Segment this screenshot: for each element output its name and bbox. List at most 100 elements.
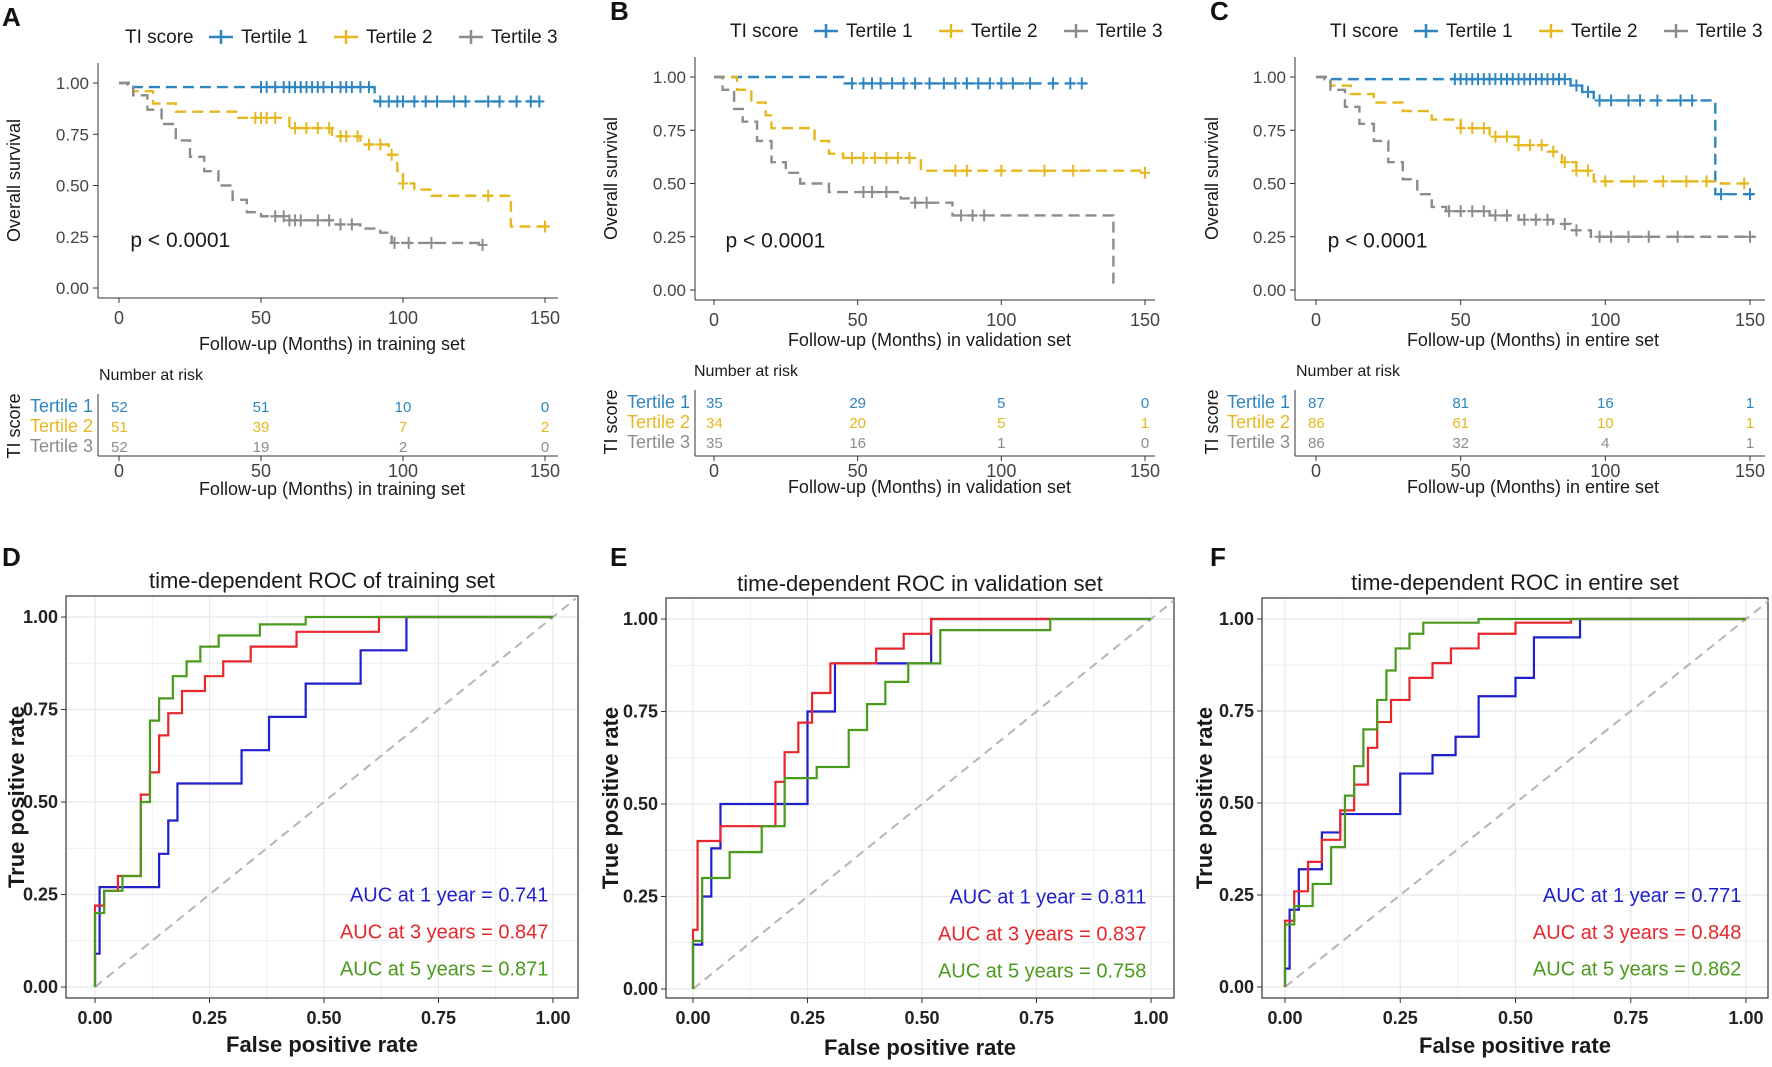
risk-count: 5 [997,395,1005,412]
y-axis-label: Overall survival [601,117,621,240]
risk-count: 10 [395,399,412,416]
roc-curve-3 [1283,617,1746,987]
legend: TI score Tertile 1 Tertile 2 Tertile 3 [1330,21,1763,42]
risk-x-tick-label: 50 [1451,461,1471,481]
legend-title: TI score [730,21,799,42]
risk-count: 0 [1141,435,1149,452]
x-tick-label: 0.50 [904,1008,939,1028]
x-axis-label: Follow-up (Months) in training set [199,334,465,354]
y-tick-label: 0.25 [1219,885,1254,905]
risk-count: 1 [1746,395,1754,412]
x-axis-label: Follow-up (Months) in validation set [788,330,1071,350]
auc-label: AUC at 5 years = 0.758 [938,961,1146,983]
risk-count: 35 [706,435,723,452]
y-tick-label: 0.50 [1219,793,1254,813]
x-tick-label: 150 [530,308,560,328]
y-axis-label: True positive rate [4,706,29,888]
risk-y-axis-label: TI score [4,393,24,458]
x-tick-label: 0.00 [77,1008,112,1028]
axes: 0.00 0.25 0.50 0.75 1.00 0 50 100 150 Follow-up (… [601,57,1160,350]
y-tick-label: 0.00 [623,979,658,999]
roc-curve-3 [691,617,1151,989]
risk-count: 39 [253,419,270,436]
risk-row-label: Tertile 2 [1227,412,1290,432]
x-tick-label: 50 [251,308,271,328]
survival-panel-b: BTI score Tertile 1 Tertile 2 Tertile 30.00… [601,0,1163,497]
risk-x-tick-label: 0 [1311,461,1321,481]
survival-panel-a: ATI score Tertile 1 Tertile 2 Tertile 30.00… [2,2,560,499]
y-tick-label: 1.00 [653,68,686,87]
x-axis-label: False positive rate [1419,1033,1611,1058]
p-value: p < 0.0001 [130,229,230,252]
y-axis-label: True positive rate [1192,707,1217,889]
risk-count: 86 [1308,415,1325,432]
risk-count: 34 [706,415,723,432]
series-1 [119,81,545,108]
legend: TI score Tertile 1 Tertile 2 Tertile 3 [125,27,558,48]
x-tick-label: 50 [1451,310,1471,330]
legend-entry: Tertile 1 [241,27,308,48]
risk-table-title: Number at risk [99,367,204,384]
y-axis-label: Overall survival [4,119,24,242]
x-tick-label: 0.00 [675,1008,710,1028]
risk-row-label: Tertile 2 [30,416,93,436]
panel-label: B [610,0,629,26]
series-3 [714,75,1115,284]
y-tick-label: 0.50 [1253,175,1286,194]
risk-x-tick-label: 100 [986,461,1016,481]
y-tick-label: 0.00 [1219,977,1254,997]
series-1 [714,75,1088,90]
legend-title: TI score [1330,21,1399,42]
y-axis-label: True positive rate [598,707,623,889]
auc-label: AUC at 3 years = 0.837 [938,924,1146,946]
y-tick-label: 0.00 [1253,281,1286,300]
y-tick-label: 0.25 [1253,228,1286,247]
x-tick-label: 0.25 [192,1008,227,1028]
series-2 [714,75,1150,179]
x-tick-label: 100 [986,310,1016,330]
survival-curve [714,75,1115,284]
risk-row-label: Tertile 3 [627,432,690,452]
legend-title: TI score [125,27,194,48]
x-tick-label: 1.00 [1133,1008,1168,1028]
series-1 [1316,73,1757,201]
x-tick-label: 0.25 [790,1008,825,1028]
risk-x-tick-label: 50 [251,461,271,481]
y-tick-label: 0.25 [653,228,686,247]
panel-label: E [610,542,627,572]
grid [1262,598,1768,998]
legend-entry: Tertile 2 [1571,21,1638,42]
risk-count: 32 [1452,435,1469,452]
risk-count: 35 [706,395,723,412]
auc-label: AUC at 1 year = 0.741 [350,885,548,907]
y-tick-label: 0.00 [653,281,686,300]
risk-x-tick-label: 100 [388,461,418,481]
risk-count: 1 [1746,415,1754,432]
x-tick-label: 50 [848,310,868,330]
risk-count: 2 [399,439,407,456]
y-tick-label: 0.00 [23,977,58,997]
risk-row-label: Tertile 1 [1227,392,1290,412]
risk-table-title: Number at risk [694,363,799,380]
y-tick-label: 0.75 [1253,121,1286,140]
risk-y-axis-label: TI score [601,389,621,454]
y-tick-label: 1.00 [1219,609,1254,629]
risk-x-tick-label: 150 [1130,461,1160,481]
risk-row-label: Tertile 3 [30,436,93,456]
risk-x-tick-label: 0 [709,461,719,481]
risk-count: 7 [399,419,407,436]
auc-label: AUC at 5 years = 0.871 [340,959,548,981]
x-tick-label: 0.25 [1383,1008,1418,1028]
chart-title: time-dependent ROC in validation set [737,571,1103,596]
legend-entry: Tertile 1 [846,21,913,42]
y-tick-label: 1.00 [23,607,58,627]
x-tick-label: 0.50 [306,1008,341,1028]
survival-curve [1316,75,1757,197]
risk-count: 51 [111,419,128,436]
plot-border [65,595,579,999]
y-tick-label: 0.75 [56,125,89,144]
series-3 [1316,75,1756,243]
